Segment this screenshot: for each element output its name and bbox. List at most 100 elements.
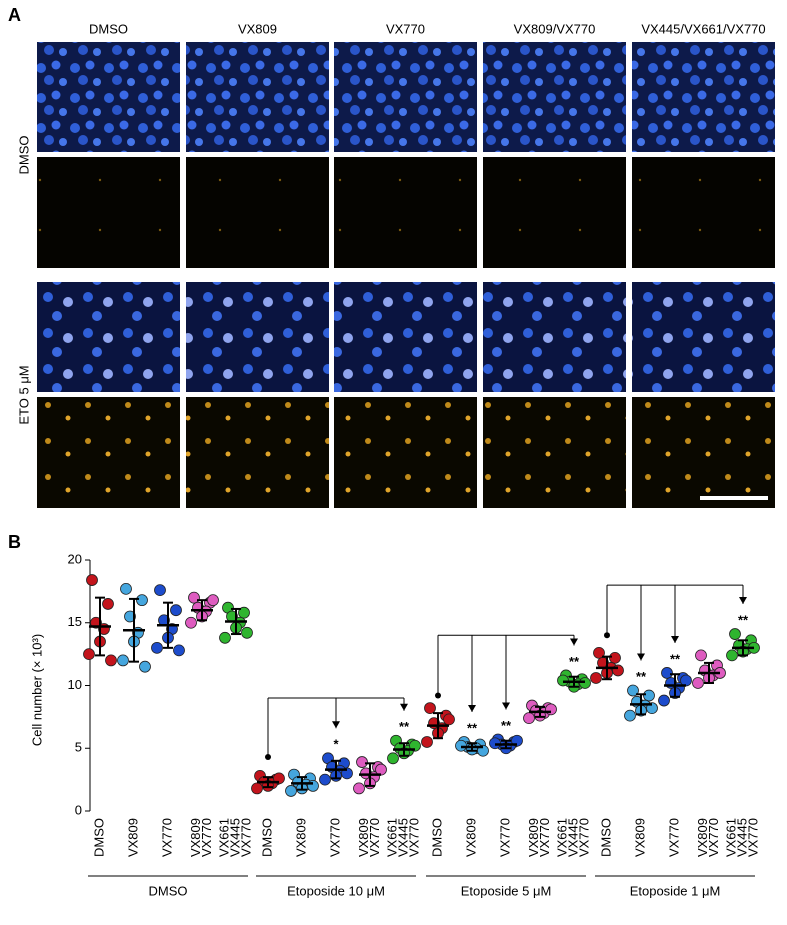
x-tick-label: VX809 [526, 818, 541, 857]
data-point [319, 773, 331, 786]
group-label: Etoposide 5 μM [461, 883, 552, 898]
group-label: DMSO [149, 883, 188, 898]
arrow-head [502, 702, 510, 710]
arrow-head [400, 703, 408, 711]
data-point [726, 649, 738, 662]
data-point [643, 689, 655, 702]
data-point [661, 667, 673, 679]
data-point [523, 712, 535, 725]
column-label: VX809 [238, 21, 277, 36]
micrograph [186, 157, 329, 268]
x-tick-label: VX770 [745, 818, 760, 857]
group-label: Etoposide 10 μM [287, 883, 385, 898]
data-point [120, 582, 132, 595]
row-label: DMSO [16, 136, 31, 175]
y-tick-label: 15 [68, 614, 82, 629]
data-point [424, 702, 436, 714]
data-point [455, 739, 467, 752]
data-point [105, 654, 117, 667]
data-point [593, 646, 605, 659]
micrograph [37, 282, 180, 392]
data-point [124, 610, 136, 623]
column-label: VX770 [386, 21, 425, 36]
micrograph [483, 42, 626, 152]
x-tick-label: VX770 [327, 818, 342, 857]
x-tick-label: VX809 [356, 818, 371, 857]
data-point [421, 736, 433, 748]
x-tick-label: VX770 [666, 818, 681, 857]
x-tick-label: DMSO [429, 818, 444, 857]
data-point [154, 584, 166, 597]
arrow-head [637, 653, 645, 661]
x-tick-label: VX661 [723, 818, 738, 857]
data-point [241, 626, 253, 639]
data-point [590, 672, 602, 684]
data-point [170, 604, 182, 617]
x-tick-label: VX770 [406, 818, 421, 857]
x-tick-label: VX445 [565, 818, 580, 857]
arrow-head [671, 635, 679, 643]
data-point [695, 649, 707, 662]
column-label: DMSO [89, 21, 128, 36]
x-tick-label: VX809 [463, 818, 478, 857]
data-point [557, 674, 569, 687]
data-point [139, 660, 151, 673]
y-tick-label: 5 [75, 740, 82, 755]
x-tick-label: DMSO [259, 818, 274, 857]
x-tick-label: VX770 [497, 818, 512, 857]
x-tick-label: VX809 [125, 818, 140, 857]
x-tick-label: VX770 [576, 818, 591, 857]
data-point [188, 591, 200, 604]
data-point [624, 709, 636, 722]
significance-label: * [333, 737, 339, 752]
micrograph [483, 397, 626, 508]
y-tick-label: 0 [75, 802, 82, 817]
micrograph [632, 42, 775, 152]
arrow-head [468, 704, 476, 712]
data-point [579, 677, 591, 689]
data-point [83, 648, 95, 661]
data-point [86, 574, 98, 586]
data-point [285, 785, 297, 797]
x-tick-label: VX770 [199, 818, 214, 857]
micrograph [334, 282, 477, 392]
data-point [609, 651, 621, 664]
micrograph [334, 42, 477, 152]
x-tick-label: VX770 [238, 818, 253, 857]
data-point [219, 631, 231, 644]
significance-label: ** [467, 720, 478, 735]
micrograph [632, 282, 775, 392]
micrograph [186, 397, 329, 508]
x-tick-label: VX809 [293, 818, 308, 857]
x-tick-label: VX661 [554, 818, 569, 857]
data-point [117, 654, 129, 667]
significance-label: ** [636, 669, 647, 684]
micrograph [334, 397, 477, 508]
micrograph [186, 282, 329, 392]
x-tick-label: VX770 [706, 818, 721, 857]
data-point [151, 641, 163, 654]
micrograph [334, 157, 477, 268]
panel-label: A [8, 5, 21, 25]
significance-label: ** [738, 612, 749, 627]
significance-label: ** [569, 654, 580, 669]
x-tick-label: VX661 [216, 818, 231, 857]
data-point [356, 756, 368, 768]
x-tick-label: VX809 [188, 818, 203, 857]
column-label: VX445/VX661/VX770 [641, 21, 765, 36]
micrograph [483, 157, 626, 268]
panel-label: B [8, 532, 21, 552]
significance-label: ** [501, 718, 512, 733]
data-point [353, 782, 365, 795]
micrograph [37, 157, 180, 268]
x-tick-label: VX661 [384, 818, 399, 857]
micrograph [632, 397, 775, 508]
data-point [307, 780, 319, 792]
data-point [185, 616, 197, 629]
micrograph [37, 42, 180, 152]
data-point [387, 752, 399, 765]
data-point [207, 594, 219, 607]
data-point [238, 606, 250, 619]
data-point [658, 694, 670, 707]
